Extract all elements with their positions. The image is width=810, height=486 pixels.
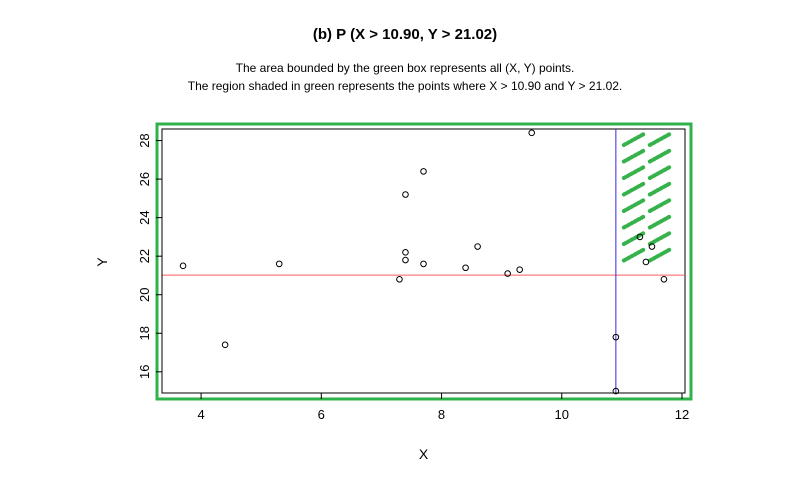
data-point [528,129,536,137]
data-point [420,260,427,268]
data-point [462,264,469,272]
y-tick-label: 22 [137,249,152,263]
data-points [179,129,668,395]
caption-line-2: The region shaded in green represents th… [187,79,623,93]
shade-stroke [647,198,672,213]
shade-stroke [647,132,672,147]
x-tick-label: 4 [197,407,204,422]
data-point [636,233,644,241]
shade-stroke [647,231,672,246]
shaded-region [621,132,672,263]
data-point [402,191,409,198]
data-point [660,276,668,283]
data-point [420,168,427,175]
data-point [275,260,283,268]
data-point [642,258,650,266]
chart-title: (b) P (X > 10.90, Y > 21.02) [312,26,498,43]
data-point [612,387,620,395]
y-tick-label: 16 [137,365,152,379]
data-point [474,243,481,250]
shade-stroke [621,165,646,180]
x-axis: 4 6 8 10 12 [197,392,689,422]
shade-stroke [647,148,672,164]
x-tick-label: 10 [555,407,569,422]
shade-stroke [621,132,646,147]
data-point [396,276,403,283]
green-bounding-box [155,122,693,401]
x-tick-label: 12 [675,407,689,422]
y-tick-label: 18 [137,326,152,340]
shade-stroke [621,214,646,230]
data-point [504,270,511,277]
data-point [402,249,409,256]
shade-stroke [621,231,646,246]
x-tick-label: 8 [438,407,445,422]
shade-stroke [647,165,672,180]
data-point [516,266,523,273]
shade-stroke [621,181,646,197]
shade-stroke [621,198,646,213]
shade-stroke [647,181,672,197]
data-point [179,262,187,270]
y-axis: 16 18 20 22 24 26 28 [137,133,163,379]
x-tick-label: 6 [318,407,325,422]
shade-stroke [647,247,672,263]
shade-stroke [647,214,672,230]
data-point [402,256,409,264]
y-tick-label: 26 [137,172,152,186]
x-axis-label: X [419,446,429,462]
y-tick-label: 20 [137,287,152,301]
shade-stroke [621,247,646,263]
data-point [648,243,656,250]
caption-line-1: The area bounded by the green box repres… [235,61,575,75]
y-axis-label: Y [94,257,110,267]
y-tick-label: 24 [137,210,152,224]
shade-stroke [621,148,646,164]
data-point [612,333,620,341]
y-tick-label: 28 [137,133,152,147]
data-point [221,341,229,349]
